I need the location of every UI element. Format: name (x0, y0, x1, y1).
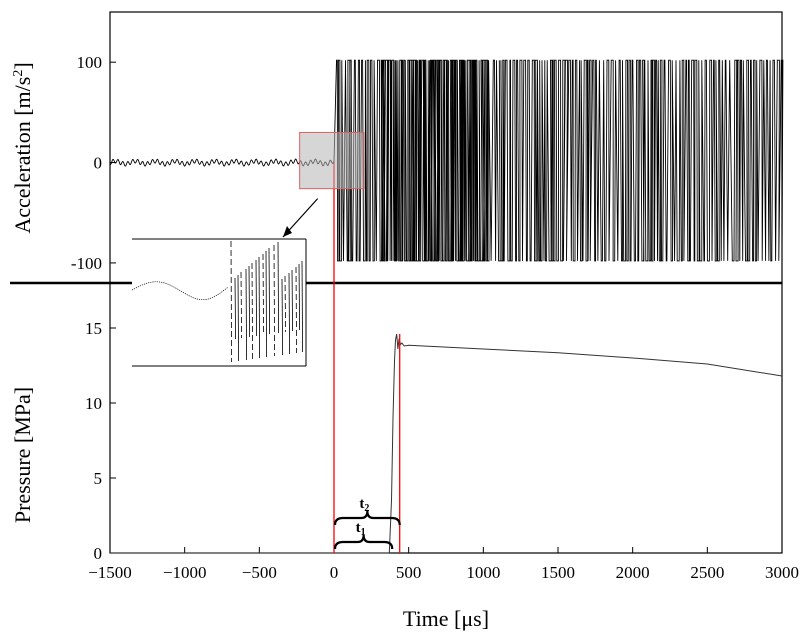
brace-label-letter: t (356, 520, 361, 536)
inset-bg (132, 239, 306, 366)
highlight-rect (299, 131, 365, 190)
inset-oscillation-streak (277, 241, 279, 334)
x-tick-label: 2500 (690, 563, 724, 582)
inset-oscillation-streak (268, 247, 270, 335)
top-series (109, 59, 784, 262)
inset-oscillation-streak (301, 260, 303, 353)
bottom-y-tick-label: 0 (94, 544, 103, 563)
bottom-y-axis-label: Pressure [MPa] (10, 387, 35, 523)
pressure-line (110, 333, 783, 554)
x-tick-label: 500 (396, 563, 422, 582)
brace-label-t1: t1 (356, 520, 366, 538)
top-y-tick-label: -100 (71, 254, 102, 273)
bottom-y-tick-label: 15 (85, 319, 102, 338)
x-tick-label: 1000 (466, 563, 500, 582)
x-tick-label: −1000 (163, 563, 207, 582)
brace-t2 (333, 510, 401, 526)
brace-label-subscript: 1 (361, 527, 366, 538)
inset-zoom (131, 238, 307, 367)
inset-oscillation-streak (230, 240, 233, 363)
x-tick-label: −1500 (88, 563, 132, 582)
x-tick-label: 0 (330, 563, 339, 582)
acceleration-saturated-line (333, 59, 784, 262)
brace-label-t2: t2 (359, 496, 369, 514)
x-tick-label: 1500 (541, 563, 575, 582)
inset-oscillation-streak (258, 256, 260, 359)
inset-oscillation-streak (265, 250, 267, 358)
inset-oscillation-streak (248, 265, 250, 338)
bottom-y-tick-label: 5 (94, 469, 103, 488)
bottom-y-tick-label: 10 (85, 394, 102, 413)
highlight-region (282, 131, 365, 238)
inset-oscillation-streak (281, 278, 283, 356)
inset-oscillation-streak (251, 262, 253, 360)
x-tick-label: 3000 (765, 563, 799, 582)
inset-oscillation-streak (262, 253, 264, 336)
top-y-axis-label-main: Acceleration [m/s (10, 77, 35, 234)
inset-oscillation-streak (298, 263, 300, 331)
top-y-axis-label: Acceleration [m/s2] (10, 62, 35, 233)
inset-oscillation-streak (273, 244, 276, 357)
inset-oscillation-streak (284, 275, 286, 333)
inset-oscillation-streak (245, 268, 247, 361)
brace-t1 (333, 534, 394, 550)
inset-oscillation-streak (234, 277, 236, 340)
x-axis-label: Time [μs] (403, 606, 489, 631)
markers (333, 162, 401, 553)
bottom-series (110, 333, 783, 554)
inset-oscillation-streak (237, 274, 239, 362)
top-y-axis-label-sup: 2 (11, 70, 26, 77)
brace-label-subscript: 2 (364, 503, 369, 514)
inset-wave (131, 281, 229, 301)
top-y-tick-label: 0 (94, 154, 103, 173)
inset-oscillation-streak (291, 269, 293, 332)
top-y-axis-label-tail: ] (10, 62, 35, 69)
acceleration-noise-line (109, 158, 335, 167)
top-ticks: 100 0 -100 (71, 53, 116, 273)
inset-oscillation-streak (255, 259, 257, 337)
x-tick-label: −500 (242, 563, 277, 582)
x-tick-label: 2000 (616, 563, 650, 582)
bottom-ticks: 0 5 10 15 −1500 −1000 −500 0 500 1000 1500 2000 2500… (85, 319, 799, 582)
top-y-tick-label: 100 (77, 53, 103, 72)
brace-label-letter: t (359, 496, 364, 512)
inset-oscillation-streak (240, 271, 242, 339)
inset-oscillation-streak (288, 272, 290, 355)
zoom-arrow-head (283, 226, 292, 237)
inset-oscillation-streak (295, 266, 297, 354)
